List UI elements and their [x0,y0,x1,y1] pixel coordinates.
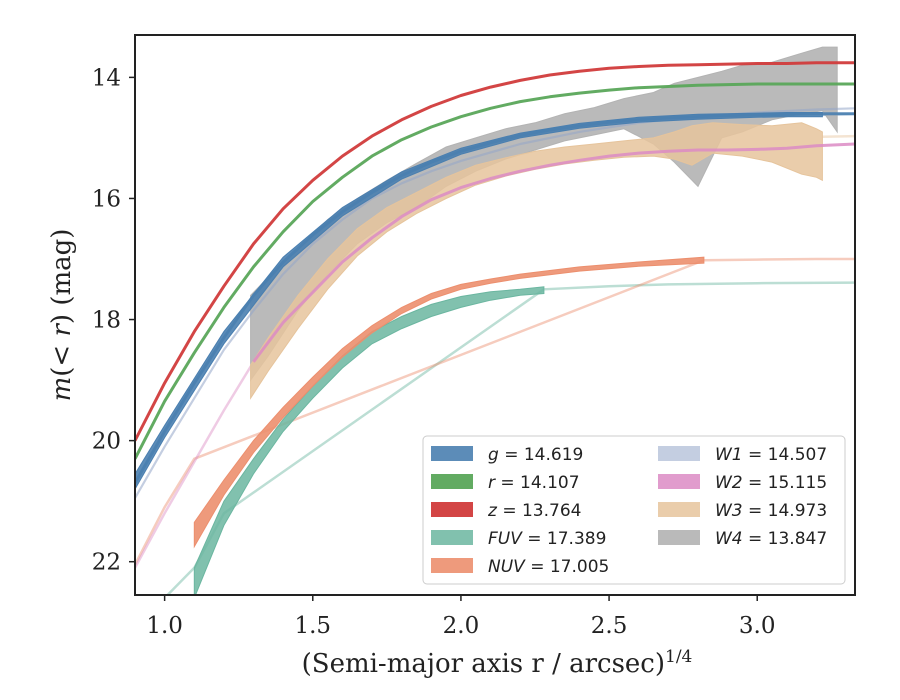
series-faint-w3 [822,134,855,138]
y-axis-label-close: ) (mag) [47,229,77,325]
legend-swatch-w1 [658,446,700,461]
x-tick-label: 1.5 [294,613,331,639]
legend-label-fuv: FUV = 17.389 [488,529,606,549]
legend: g = 14.619 r = 14.107 z = 13.764 FUV = 17.3… [422,435,846,585]
legend-swatch-r [431,474,473,489]
legend-swatch-nuv [431,558,473,573]
legend-swatch-g [431,446,473,461]
legend-swatch-w3 [658,502,700,517]
series-line-g [135,112,855,484]
legend-label-nuv: NUV = 17.005 [488,557,609,577]
legend-label-w4: W4 = 13.847 [715,529,827,549]
x-tick-label: 2.0 [443,613,480,639]
legend-swatch-w2 [658,474,700,489]
x-axis-label: (Semi-major axis r / arcsec)1/4 [302,647,693,679]
y-tick-label: 16 [92,186,121,212]
legend-label-w1: W1 = 14.507 [715,445,827,465]
y-axis-label-m: m [47,377,77,402]
y-tick-label: 14 [92,65,121,91]
plot-frame [134,34,856,596]
series-line-r [135,82,855,460]
y-tick-label: 18 [92,308,121,334]
legend-label-z: z = 13.764 [487,501,581,521]
legend-swatch-w4 [658,530,700,545]
y-axis-label: m(< r) (mag) [47,229,77,402]
x-tick-label: 2.5 [591,613,628,639]
series-band-nuv [193,256,705,549]
legend-box [422,435,846,585]
series-line-w2 [252,142,855,363]
y-tick-label: 20 [92,429,121,455]
legend-label-w3: W3 = 14.973 [715,501,827,521]
x-axis-label-power: 1/4 [665,647,692,667]
y-tick-label: 22 [92,550,121,576]
x-tick-label: 3.0 [739,613,776,639]
legend-swatch-z [431,502,473,517]
y-axis-label-open: (< [47,337,77,377]
legend-label-r: r = 14.107 [488,473,580,493]
series-line-z [135,61,855,442]
legend-label-w2: W2 = 15.115 [715,473,827,493]
x-tick-label: 1.0 [146,613,183,639]
y-axis-label-r: r [47,323,77,337]
legend-swatch-fuv [431,530,473,545]
legend-label-g: g = 14.619 [488,445,583,465]
ticks-layer: 1.0 1.5 2.0 2.5 3.0 14 16 18 20 22 [92,65,776,639]
series-band-g [135,112,823,491]
series-faint-w2 [135,361,255,569]
series-layer [135,46,855,595]
x-axis-label-text: (Semi-major axis r / arcsec) [302,649,665,679]
